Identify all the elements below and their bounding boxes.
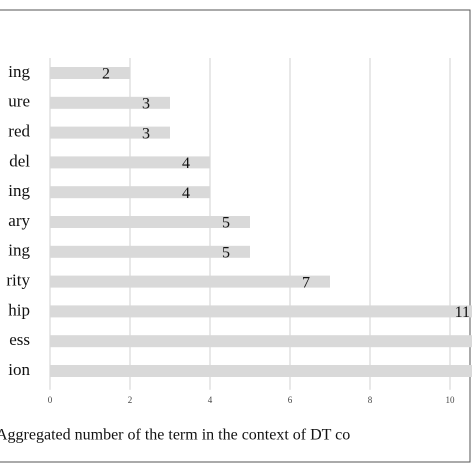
bar — [50, 186, 210, 199]
bar — [50, 245, 250, 258]
x-tick-label: 6 — [288, 395, 293, 405]
y-tick-label: del — [9, 151, 30, 170]
y-tick-label: ure — [8, 92, 30, 111]
x-tick-label: 10 — [446, 395, 456, 405]
bar — [50, 96, 170, 109]
value-label: 2 — [102, 66, 110, 83]
frame — [0, 9, 471, 463]
y-tick-label: ess — [9, 330, 30, 349]
bar — [50, 335, 472, 348]
y-tick-label: ary — [8, 211, 30, 230]
bar — [50, 365, 472, 377]
x-tick-label: 2 — [128, 395, 133, 405]
bar — [50, 126, 170, 139]
y-tick-label: ing — [8, 241, 30, 260]
value-label: 5 — [222, 215, 230, 232]
x-tick-label: 8 — [368, 395, 373, 405]
y-tick-label: ion — [8, 360, 30, 379]
bar — [50, 305, 472, 318]
value-label: 4 — [182, 185, 190, 202]
x-axis-title: Aggregated number of the term in the con… — [0, 427, 350, 444]
value-label: 11 — [455, 304, 470, 321]
y-tick-label: ing — [8, 181, 30, 200]
bar — [50, 67, 130, 79]
value-label: 3 — [142, 95, 150, 112]
bar — [50, 275, 330, 288]
y-tick-label: rity — [6, 271, 30, 290]
y-tick-label: red — [8, 122, 30, 141]
value-label: 3 — [142, 125, 150, 142]
y-tick-label: ing — [8, 62, 30, 81]
value-label: 5 — [222, 244, 230, 261]
value-label: 7 — [302, 274, 310, 291]
x-tick-label: 0 — [48, 395, 53, 405]
bar — [50, 156, 210, 169]
value-label: 4 — [182, 155, 190, 172]
y-tick-label: hip — [8, 300, 30, 319]
bar — [50, 216, 250, 228]
x-tick-label: 4 — [208, 395, 213, 405]
